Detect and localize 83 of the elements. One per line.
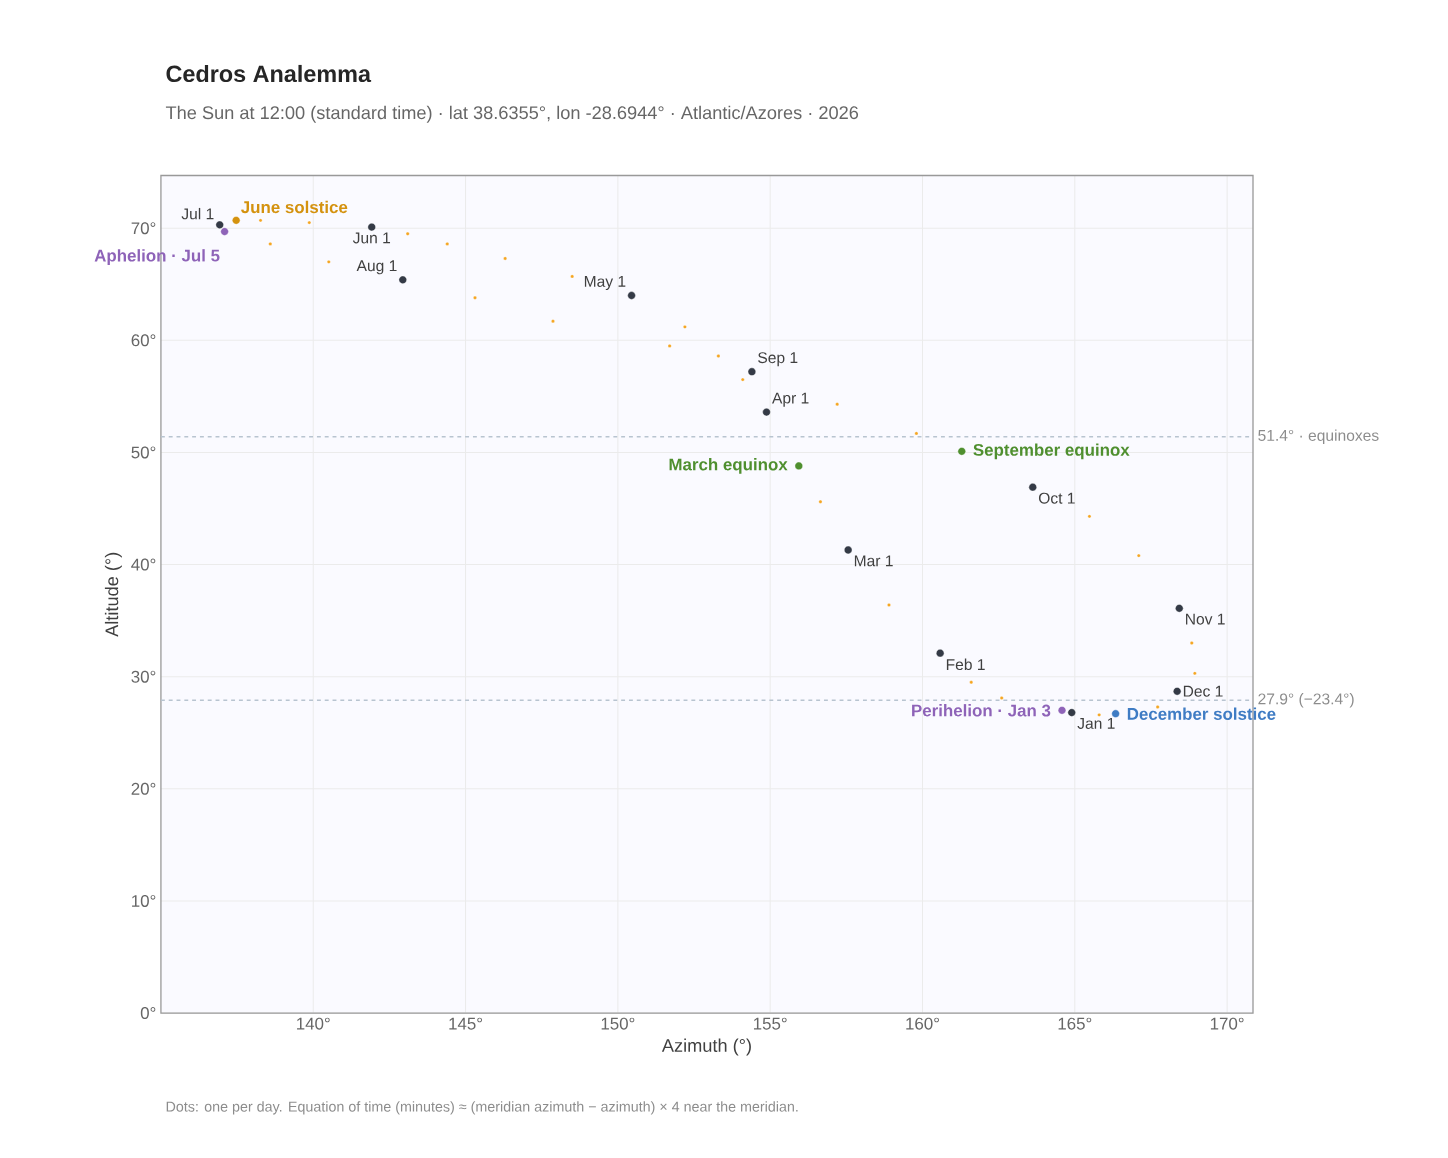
- point: [307, 220, 312, 225]
- point: [844, 545, 853, 554]
- chart-title: Cedros Analemma: [166, 64, 372, 82]
- y-tick-label: 20°: [131, 782, 156, 795]
- x-tick-label: 165°: [1058, 1017, 1092, 1030]
- y-tick-label: 60°: [131, 334, 156, 347]
- point: [503, 256, 508, 261]
- point: [682, 324, 687, 329]
- point: [326, 259, 331, 264]
- point: [1067, 708, 1076, 717]
- annotation: Jul 1: [181, 207, 214, 220]
- series-label: Perihelion · Jan 3: [912, 703, 1051, 717]
- point: [1173, 687, 1182, 696]
- annotation: Aug 1: [356, 260, 397, 275]
- point: [215, 220, 224, 229]
- x-axis-title: Azimuth (°): [661, 1038, 751, 1056]
- y-axis-title: Altitude (°): [104, 552, 122, 637]
- point: [220, 227, 229, 236]
- x-tick-label: 160°: [906, 1017, 939, 1030]
- point: [445, 241, 450, 246]
- point: [1189, 641, 1194, 645]
- annotation: Jun 1: [352, 232, 391, 244]
- x-tick-label: 145°: [449, 1017, 483, 1030]
- point: [1087, 514, 1092, 519]
- y-tick-label: 30°: [131, 670, 156, 683]
- annotation: Mar 1: [854, 555, 893, 567]
- point: [667, 343, 672, 348]
- point: [747, 367, 756, 376]
- point: [627, 291, 636, 300]
- point: [818, 499, 823, 504]
- annotation: Sep 1: [758, 351, 798, 367]
- point: [1057, 706, 1067, 715]
- annotation: Nov 1: [1186, 613, 1225, 625]
- point: [1136, 553, 1141, 558]
- y-tick-label: 40°: [131, 558, 156, 571]
- point: [762, 407, 771, 417]
- chart-subtitle: The Sun at 12:00 (standard time) · lat 38.6355°, lon -28.6944° · Atlantic/Azores · 2026: [165, 105, 859, 123]
- y-tick-label: 50°: [131, 446, 156, 459]
- point: [716, 353, 721, 358]
- annotation: Dec 1: [1183, 685, 1223, 697]
- series-label: Aphelion · Jul 5: [94, 248, 220, 265]
- x-tick-label: 170°: [1210, 1017, 1244, 1030]
- point: [398, 275, 407, 284]
- annotation: Apr 1: [772, 392, 809, 407]
- point: [1097, 712, 1102, 717]
- point: [957, 447, 966, 456]
- ref-line-label: 27.9° (−23.4°): [1258, 692, 1354, 708]
- series-label: March equinox: [669, 457, 788, 474]
- point: [914, 431, 919, 436]
- text: Dots: one per day. Equation of time (minutes) ≈ (meridian azimuth − azimuth) × 4 near the meridian.: [166, 1101, 798, 1115]
- point: [232, 216, 241, 225]
- point: [1175, 604, 1184, 613]
- x-tick-label: 150°: [601, 1017, 635, 1030]
- point: [1028, 482, 1037, 492]
- annotation: Jan 1: [1077, 717, 1115, 729]
- point: [999, 695, 1004, 700]
- point: [473, 295, 477, 300]
- annotation: Feb 1: [946, 658, 985, 670]
- ref-line-label: 51.4° · equinoxes: [1258, 429, 1379, 444]
- y-tick-label: 10°: [132, 894, 156, 907]
- x-tick-label: 155°: [753, 1017, 787, 1030]
- point: [740, 377, 745, 382]
- point: [570, 274, 575, 279]
- y-tick-label: 0°: [140, 1006, 156, 1019]
- series-label: June solstice: [241, 200, 348, 213]
- point: [969, 680, 974, 685]
- y-tick-label: 70°: [131, 222, 156, 235]
- series-label: December solstice: [1127, 707, 1276, 720]
- annotation: May 1: [584, 275, 626, 290]
- point: [405, 231, 410, 236]
- point: [367, 222, 376, 232]
- point: [887, 602, 891, 607]
- point: [835, 402, 840, 406]
- point: [794, 461, 803, 470]
- point: [1192, 671, 1197, 676]
- point: [258, 218, 263, 223]
- annotation: Oct 1: [1038, 492, 1075, 504]
- x-tick-label: 140°: [297, 1017, 330, 1030]
- series-label: September equinox: [973, 443, 1130, 460]
- point: [551, 319, 555, 323]
- point: [1111, 709, 1120, 718]
- point: [268, 241, 273, 246]
- point: [936, 648, 945, 658]
